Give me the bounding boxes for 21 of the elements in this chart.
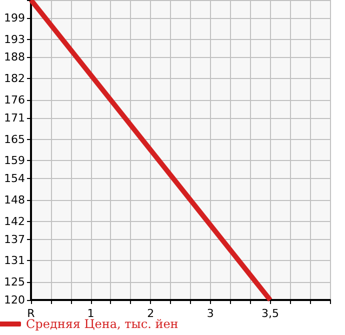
y-tick-label: 159 [4,154,25,168]
x-tick-label: 3 [206,307,214,320]
y-tick-label: 171 [4,111,25,124]
y-tick-label: 193 [4,32,25,46]
y-tick-label: 188 [4,50,25,64]
y-tick-label: 154 [4,172,25,186]
y-tick-label: 142 [4,214,25,228]
x-tick-label: 2 [147,307,154,320]
x-tick-label: 1 [87,307,94,320]
y-tick-label: 137 [4,232,25,246]
y-tick-label: 165 [4,132,25,146]
y-tick-label: 120 [4,294,25,306]
x-tick-label: R [27,307,36,320]
legend-label: Средняя Цена, тыс. йен [26,317,178,331]
y-tick-label: 125 [4,276,25,289]
y-tick-label: 148 [4,194,25,206]
y-tick-label: 176 [4,94,25,106]
x-tick-label: 3,5 [261,307,279,320]
y-tick-label: 182 [4,72,25,86]
y-tick-label: 199 [4,11,25,24]
y-tick-label: 131 [4,254,25,268]
